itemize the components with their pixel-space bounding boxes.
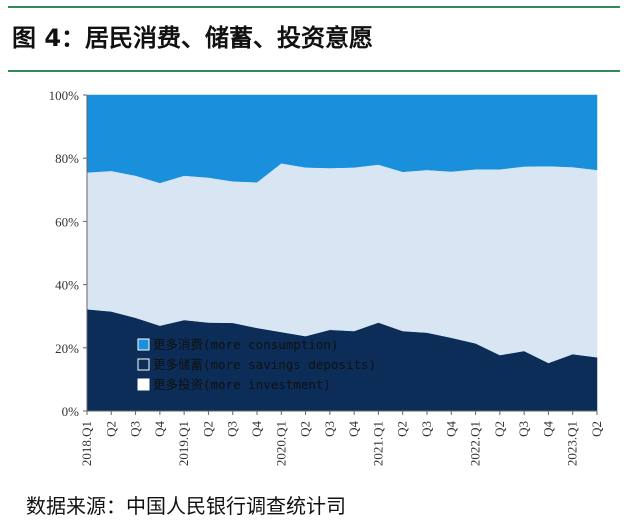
legend: 更多消费(more consumption) 更多储蓄(more savings … <box>137 337 376 392</box>
y-tick-label: 100% <box>49 88 80 103</box>
x-tick-label: Q2 <box>492 421 507 437</box>
x-tick-label: Q4 <box>346 421 361 437</box>
x-tick-label: 2020.Q1 <box>273 421 288 466</box>
y-tick-label: 80% <box>55 151 79 166</box>
title-top-rule <box>8 6 620 8</box>
x-tick-label: Q3 <box>225 421 240 437</box>
y-tick-label: 60% <box>55 214 79 229</box>
y-tick-label: 0% <box>62 404 80 419</box>
x-tick-label: 2021.Q1 <box>370 421 385 466</box>
x-tick-label: Q4 <box>540 421 555 437</box>
x-tick-label: 2019.Q1 <box>176 421 191 466</box>
legend-swatch <box>137 378 150 391</box>
x-tick-label: Q2 <box>200 421 215 437</box>
x-tick-label: Q4 <box>443 421 458 437</box>
x-tick-label: Q2 <box>298 421 313 437</box>
legend-swatch <box>137 338 150 351</box>
y-tick-label: 20% <box>55 341 79 356</box>
legend-label: 更多消费(more consumption) <box>153 337 338 352</box>
x-tick-label: Q2 <box>395 421 410 437</box>
x-tick-label: Q3 <box>419 421 434 437</box>
x-tick-label: Q2 <box>589 421 604 437</box>
legend-label: 更多储蓄(more savings deposits) <box>153 357 376 372</box>
title-bottom-rule <box>8 70 620 72</box>
legend-label: 更多投资(more investment) <box>153 377 331 392</box>
x-tick-label: Q3 <box>516 421 531 437</box>
x-tick-label: Q3 <box>128 421 143 437</box>
x-tick-label: Q3 <box>322 421 337 437</box>
y-tick-label: 40% <box>55 278 79 293</box>
x-tick-label: Q2 <box>103 421 118 437</box>
source-note: 数据来源：中国人民银行调查统计司 <box>26 494 346 518</box>
legend-swatch <box>137 358 150 371</box>
x-tick-label: 2018.Q1 <box>79 421 94 466</box>
x-tick-label: Q4 <box>152 421 167 437</box>
figure-title: 图 4：居民消费、储蓄、投资意愿 <box>12 24 374 52</box>
series-area-2 <box>86 94 598 184</box>
x-tick-label: 2023.Q1 <box>565 421 580 466</box>
x-tick-label: Q4 <box>249 421 264 437</box>
x-tick-label: 2022.Q1 <box>468 421 483 466</box>
